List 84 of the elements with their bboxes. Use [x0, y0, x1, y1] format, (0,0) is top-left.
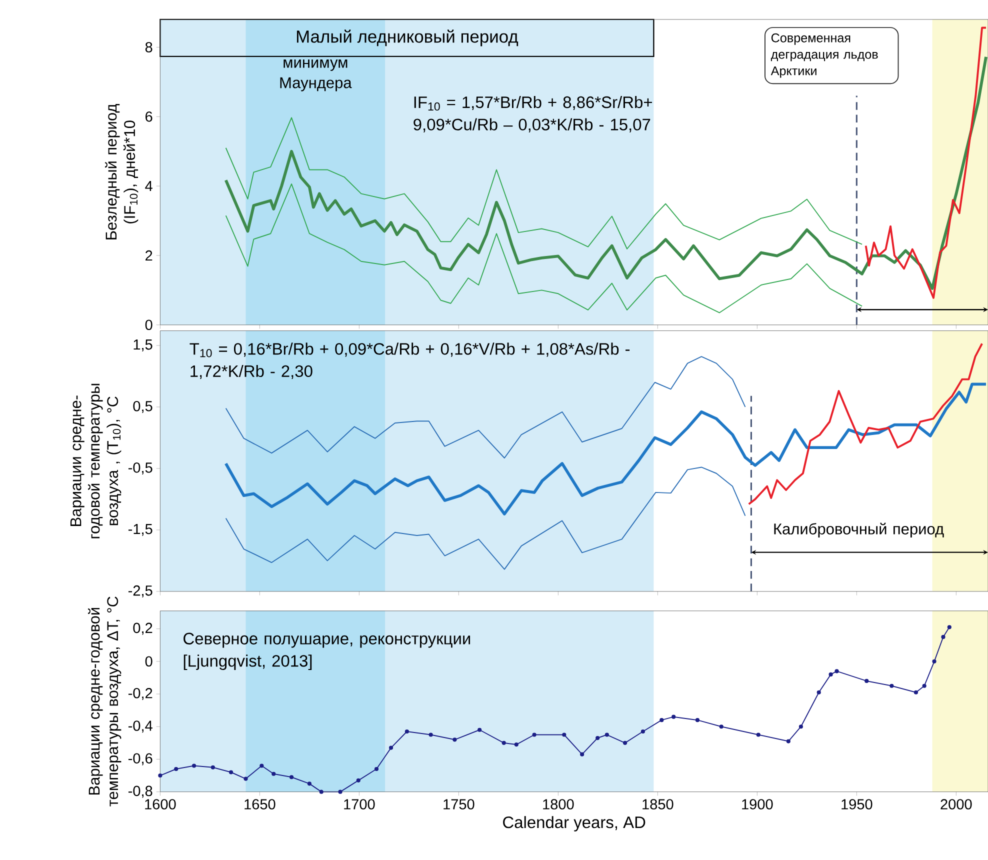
point — [452, 738, 457, 742]
point — [502, 740, 506, 746]
y-tick-label: 8 — [145, 42, 152, 52]
point — [532, 732, 536, 737]
point — [478, 728, 482, 732]
point — [941, 634, 946, 640]
x-tick-label: 1750 — [444, 799, 474, 810]
y-tick-label: -0,4 — [128, 720, 152, 733]
band-label: минимум Маундера — [280, 60, 352, 92]
point — [932, 659, 936, 664]
y-tick-label: -0,6 — [128, 753, 152, 766]
line-series — [225, 184, 863, 314]
y-tick-label: 2 — [146, 250, 152, 261]
annotation: Северное полушарие, реконструкции [Ljungqvist, 2013] — [184, 632, 470, 670]
point — [272, 772, 276, 776]
point — [228, 770, 234, 774]
annotation: T$_{10}$ = 0,16*Br/Rb + 0,09*Ca/Rb + 0,16*V/Rb + 1,08*As/Rb - 1,72*K/Rb - 2,30 — [190, 342, 630, 380]
point — [244, 776, 248, 781]
y-tick-label: -0,8 — [128, 786, 152, 798]
point — [947, 625, 952, 630]
point — [695, 718, 700, 722]
point — [289, 775, 294, 780]
y-tick-label: 4 — [145, 181, 152, 192]
point — [374, 766, 379, 772]
y-tick-label: 0 — [145, 656, 152, 667]
point — [922, 684, 926, 688]
point — [580, 752, 584, 756]
point — [158, 774, 162, 778]
annotation: IF$_{10}$ = 1,57*Br/Rb + 8,86*Sr/Rb+ 9,09*Cu/Rb – 0,03*K/Rb - 15,07 — [414, 96, 652, 132]
point — [864, 678, 869, 684]
y-axis-title: Вариации средне-годовой температуры воздуха, ΔT, °C — [88, 596, 122, 806]
annotation: Современная деградация льдов Арктики — [770, 33, 878, 78]
x-axis-title: Calendar years, AD — [503, 816, 646, 832]
y-tick-label: 0 — [145, 320, 152, 330]
point — [562, 732, 566, 737]
point — [596, 736, 600, 740]
point — [623, 740, 628, 746]
x-tick-label: 1650 — [244, 799, 276, 810]
x-tick-label: 2000 — [940, 799, 972, 810]
point — [260, 764, 264, 768]
x-tick-label: 1900 — [742, 799, 773, 810]
point — [786, 739, 790, 744]
point — [816, 690, 821, 694]
point — [640, 730, 645, 734]
point — [890, 684, 894, 688]
point — [719, 724, 724, 729]
band-label: Малый ледниковый период — [296, 30, 518, 46]
x-tick-label: 1700 — [344, 799, 375, 810]
point — [834, 669, 839, 674]
line-series — [225, 117, 863, 250]
point — [319, 790, 324, 794]
point — [192, 764, 196, 768]
point — [307, 782, 312, 786]
y-tick-label: 1,5 — [134, 340, 152, 352]
x-tick-label: 1800 — [543, 799, 574, 810]
point — [356, 778, 360, 782]
y-tick-label: 0,5 — [133, 401, 152, 414]
line-series — [748, 342, 984, 506]
point — [514, 742, 518, 747]
point — [404, 730, 409, 734]
x-tick-label: 1950 — [842, 799, 872, 810]
point — [660, 718, 664, 722]
line-series — [225, 466, 746, 570]
y-tick-label: 6 — [146, 112, 152, 122]
y-tick-label: -1,5 — [128, 524, 152, 536]
point — [428, 732, 433, 737]
point — [210, 765, 215, 770]
point — [798, 724, 803, 729]
line-series — [224, 382, 988, 516]
x-tick-label: 1850 — [642, 799, 674, 810]
y-tick-label: -2,5 — [128, 585, 152, 598]
point — [604, 732, 609, 737]
y-tick-label: 0,2 — [133, 622, 152, 635]
point — [388, 746, 394, 750]
y-tick-label: -0,2 — [128, 688, 152, 700]
point — [174, 766, 178, 772]
y-tick-label: -0,5 — [128, 462, 152, 474]
point — [672, 714, 676, 719]
annotation: Калибровочный период — [774, 522, 944, 538]
point — [914, 690, 918, 694]
x-tick-label: 1600 — [145, 799, 176, 810]
point — [828, 672, 833, 677]
point — [756, 732, 760, 737]
point — [338, 790, 342, 794]
